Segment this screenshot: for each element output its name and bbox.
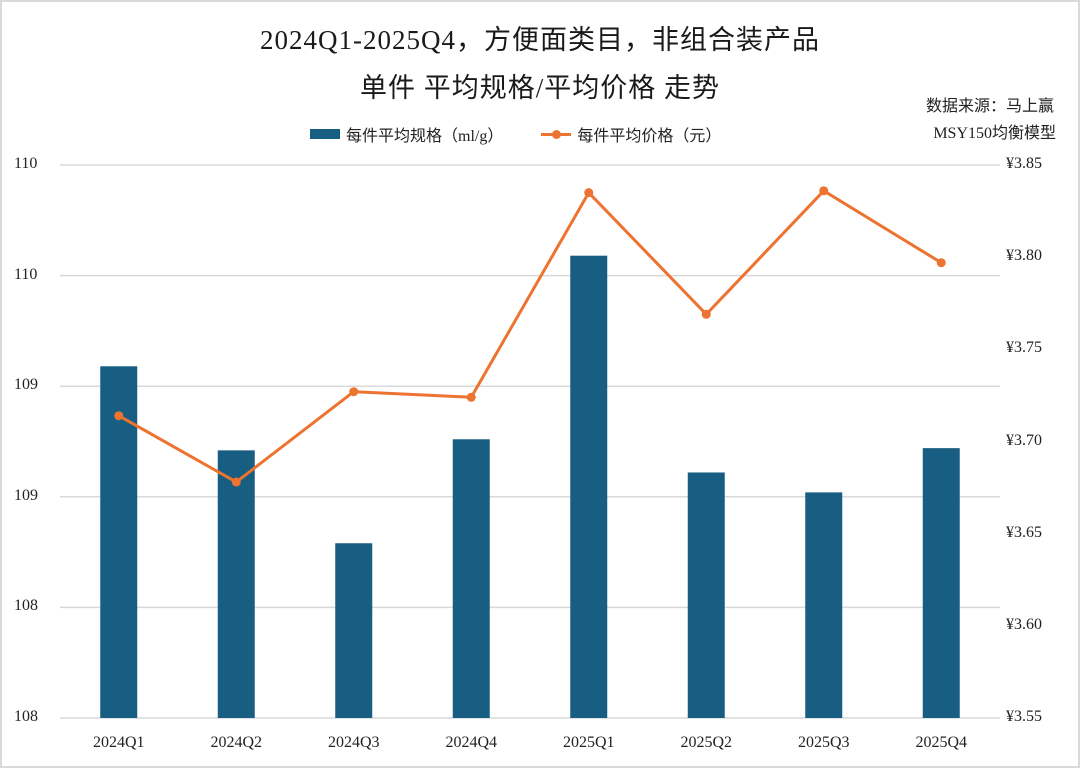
left-axis-tick: 110	[14, 155, 38, 172]
right-axis-tick: ¥3.75	[1006, 339, 1042, 357]
bar	[570, 255, 608, 718]
x-axis-tick: 2025Q2	[680, 734, 733, 751]
line-point-marker	[584, 188, 594, 198]
left-axis-tick: 110	[14, 265, 38, 283]
left-axis-tick: 108	[14, 708, 38, 725]
x-axis-tick: 2024Q3	[327, 734, 380, 751]
legend-item-avg-price: 每件平均价格（元）	[541, 122, 721, 146]
line-point-marker	[114, 411, 124, 421]
line-point-marker	[349, 387, 359, 397]
chart-title-line1: 2024Q1-2025Q4，方便面类目，非组合装产品	[260, 25, 820, 55]
bar	[335, 543, 373, 718]
chart-title-line2: 单件 平均规格/平均价格 走势	[359, 73, 720, 103]
data-source-model: MSY150均衡模型	[933, 125, 1056, 142]
x-axis-tick: 2025Q4	[915, 734, 968, 751]
right-axis-tick: ¥3.55	[1006, 708, 1042, 725]
legend-label: 每件平均规格（ml/g）	[346, 128, 504, 145]
line-series	[114, 186, 946, 487]
x-axis-tick: 2024Q2	[210, 734, 263, 751]
bar-series	[100, 255, 960, 718]
data-source-label: 数据来源：马上赢	[925, 98, 1054, 115]
x-axis-tick: 2025Q3	[797, 734, 850, 751]
right-axis-tick: ¥3.85	[1006, 155, 1042, 172]
line-point-marker	[701, 309, 711, 319]
chart-legend: 每件平均规格（ml/g） 每件平均价格（元）	[310, 122, 759, 146]
x-axis-tick: 2024Q4	[445, 734, 498, 751]
line-marker-swatch-icon	[541, 129, 572, 139]
line-point-marker	[936, 258, 946, 268]
right-axis-tick: ¥3.80	[1006, 247, 1042, 265]
legend-item-avg-size: 每件平均规格（ml/g）	[310, 122, 503, 146]
right-axis-tick: ¥3.60	[1006, 615, 1042, 633]
bar	[452, 439, 490, 718]
bar	[922, 448, 960, 718]
legend-label: 每件平均价格（元）	[577, 128, 722, 145]
bar-swatch-icon	[310, 129, 340, 139]
line-point-marker	[466, 392, 476, 402]
bar	[100, 366, 138, 718]
right-axis-tick: ¥3.65	[1006, 523, 1042, 541]
left-axis-tick: 108	[14, 597, 38, 615]
bar	[805, 492, 843, 718]
left-axis-tick: 109	[14, 376, 38, 394]
left-axis-tick: 109	[14, 486, 38, 504]
line-point-marker	[231, 477, 241, 487]
x-axis-tick: 2024Q1	[92, 734, 145, 751]
right-axis-tick: ¥3.70	[1006, 431, 1042, 449]
bar	[217, 450, 255, 718]
bar	[687, 472, 725, 718]
gridlines	[60, 164, 1000, 719]
x-axis-tick: 2025Q1	[562, 734, 615, 751]
line-point-marker	[819, 186, 829, 196]
